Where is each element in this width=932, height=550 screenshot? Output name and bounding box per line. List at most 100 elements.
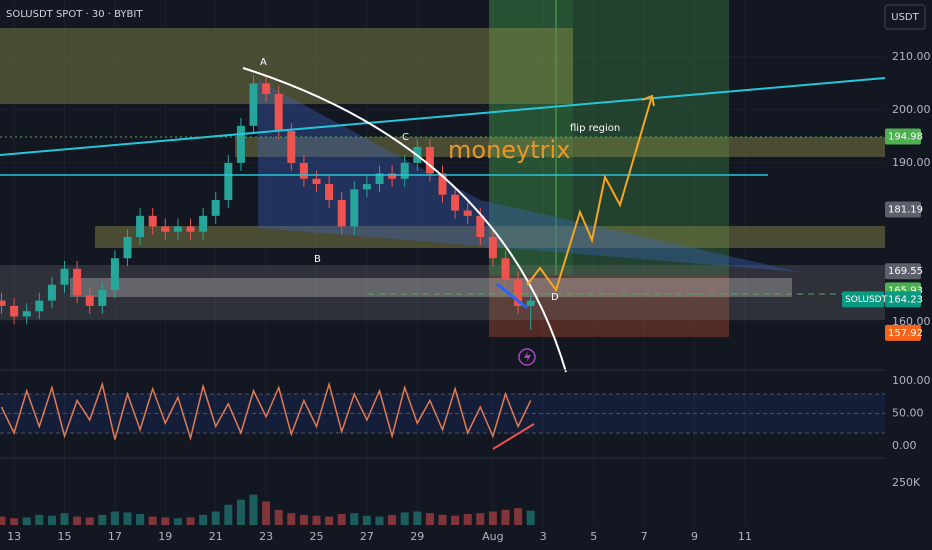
volume-bar [438, 514, 447, 525]
volume-bar [60, 513, 69, 525]
osc-divergence [492, 423, 535, 450]
arc [242, 67, 567, 373]
volume-bar [514, 508, 523, 525]
volume-tick-label: 250K [892, 476, 921, 489]
volume-bar [488, 511, 497, 525]
volume-bar [123, 512, 132, 525]
volume-bar [362, 515, 371, 525]
candle-body [312, 178, 321, 185]
candle-body [501, 258, 510, 280]
candle-body [47, 284, 56, 301]
volume-bar [136, 514, 145, 525]
candle-body [136, 215, 145, 238]
x-tick-label: 5 [590, 530, 597, 543]
volume-bar [110, 511, 119, 525]
candle-body [73, 268, 82, 296]
candle-body [425, 146, 434, 174]
volume-bar [10, 518, 19, 525]
candle-body [123, 237, 132, 259]
candle-body [22, 311, 31, 317]
x-tick-label: 7 [641, 530, 648, 543]
label-d: D [551, 292, 559, 303]
currency-button[interactable] [884, 4, 926, 30]
volume-bar [337, 514, 346, 525]
candle-body [350, 189, 359, 227]
label-b: B [314, 254, 321, 265]
zone [95, 226, 885, 248]
volume-bar [199, 514, 208, 525]
price-label-bg [885, 128, 921, 145]
candle-body [186, 226, 195, 232]
candle-body [224, 162, 233, 200]
symbol-label-bg [842, 291, 884, 308]
x-tick-label: 11 [738, 530, 752, 543]
x-tick-label: 15 [58, 530, 72, 543]
volume-bar [173, 518, 182, 525]
candle-body [236, 125, 245, 163]
volume-bar [451, 515, 460, 525]
candle-body [337, 199, 346, 227]
target-zone [489, 0, 729, 275]
volume-bar [274, 509, 283, 525]
candle-body [60, 268, 69, 285]
oscillator [0, 381, 885, 442]
y-tick-label: 200.00 [892, 103, 931, 116]
candle-body [148, 215, 157, 227]
osc-tick-label: 50.00 [892, 407, 924, 420]
x-tick-label: 29 [410, 530, 424, 543]
event-bolt [524, 351, 531, 363]
price-label-bg [885, 201, 921, 218]
x-tick-label: Aug [482, 530, 503, 543]
candle-body [161, 226, 170, 232]
volume-bar [400, 512, 409, 525]
chart-title: SOLUSDT SPOT · 30 · BYBIT [6, 9, 143, 20]
candle-body [274, 94, 283, 132]
projection [526, 95, 653, 293]
gray-zone-light [70, 278, 792, 297]
x-tick-label: 3 [540, 530, 547, 543]
candle-body [388, 173, 397, 179]
candle-body [514, 279, 523, 306]
candle-body [85, 295, 94, 306]
label-c: C [402, 132, 409, 143]
watermark: moneytrix [448, 136, 570, 164]
gray-zone [0, 265, 885, 320]
osc-tick-label: 0.00 [892, 439, 917, 452]
price-label: 181.19 [888, 205, 923, 216]
volume-bar [501, 509, 510, 525]
x-tick-label: 17 [108, 530, 122, 543]
volume-bar [0, 516, 6, 525]
price-label: 157.92 [888, 328, 923, 339]
x-tick-label: 25 [310, 530, 324, 543]
candle-body [463, 210, 472, 216]
x-tick-label: 19 [158, 530, 172, 543]
y-tick-label: 210.00 [892, 50, 931, 63]
candle-body [110, 258, 119, 291]
x-tick-label: 23 [259, 530, 273, 543]
volume-bar [526, 510, 535, 525]
volume-bar [236, 499, 245, 525]
candle-body [299, 162, 308, 179]
candle-body [362, 184, 371, 190]
candle-body [249, 83, 258, 126]
axes: 13 15 17 19 21 23 25 27 29 Aug 3 5 7 9 11 210.00 200.00 1… [7, 50, 930, 543]
x-tick-label: 13 [7, 530, 21, 543]
y-tick-label: 160.00 [892, 315, 931, 328]
candle-body [451, 194, 460, 211]
currency[interactable]: USDT [891, 12, 919, 23]
candle-body [476, 215, 485, 238]
volume-bar [476, 513, 485, 525]
price-label: 165.93 [888, 285, 923, 296]
trend-line [0, 77, 886, 156]
wedge [258, 80, 800, 272]
candle-body [211, 199, 220, 216]
candles [0, 75, 535, 330]
price-label: 164.23 [888, 294, 923, 305]
volume-bar [463, 514, 472, 525]
symbol-label: SOLUSDT [845, 295, 888, 305]
volume-bar [35, 514, 44, 525]
volume-bar [350, 513, 359, 525]
osc-tick-label: 100.00 [892, 374, 931, 387]
candle-body [262, 83, 271, 95]
